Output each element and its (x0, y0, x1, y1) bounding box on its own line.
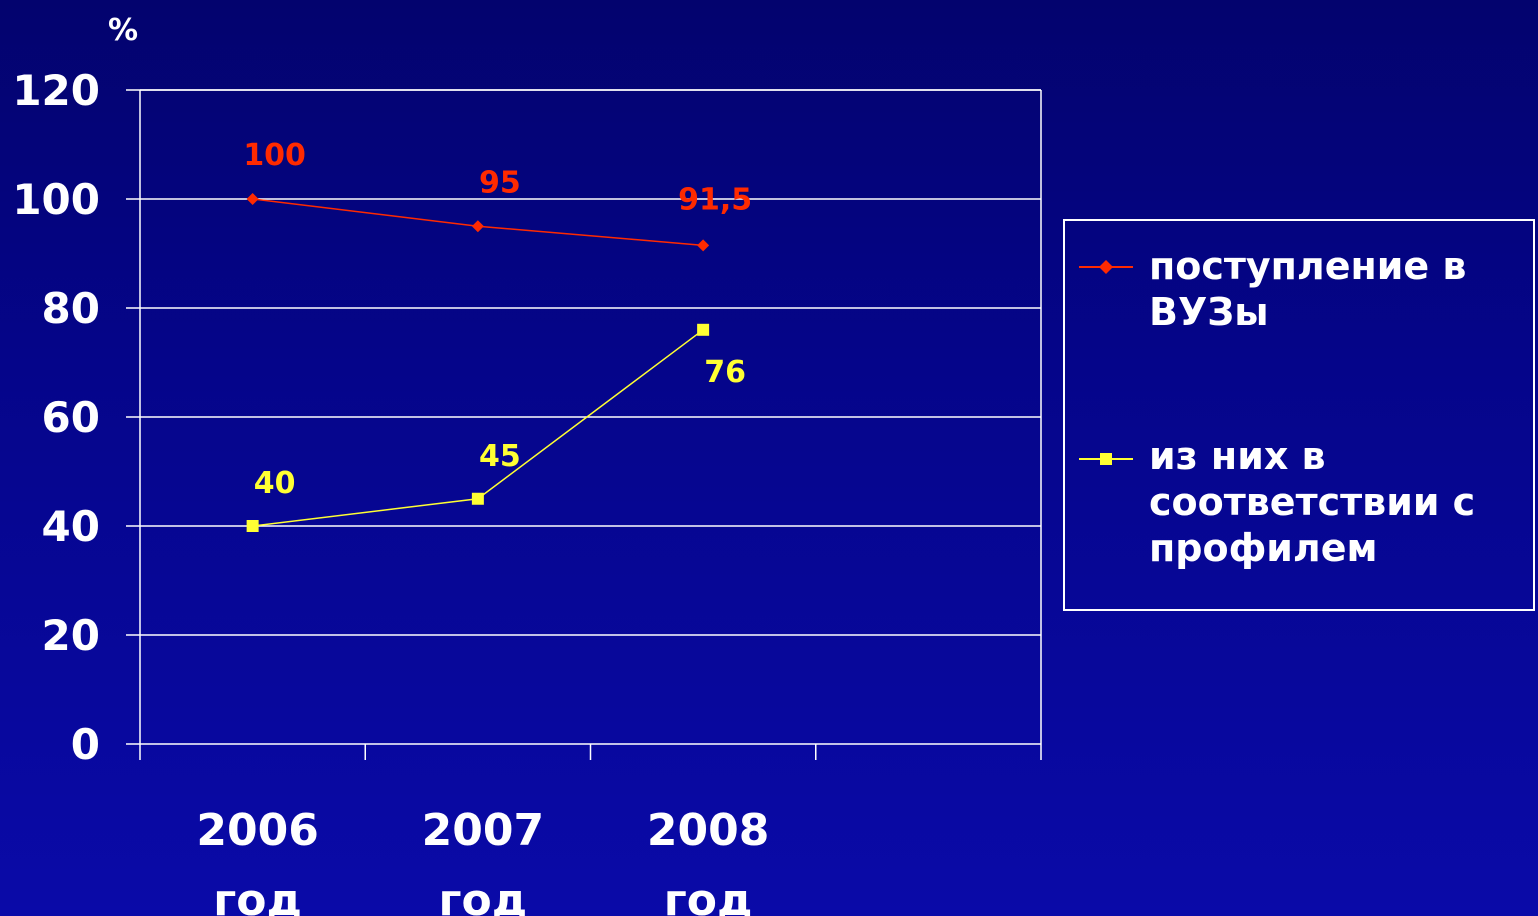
data-point-marker (246, 193, 259, 205)
y-tick-label: 60 (42, 393, 100, 442)
y-tick-label: 40 (42, 502, 100, 551)
data-point-marker (697, 323, 710, 336)
x-tick-label: 2007 (422, 805, 544, 856)
x-tick-label: год (438, 875, 527, 916)
diamond-icon (1099, 260, 1113, 274)
x-tick-label: 2006 (196, 805, 318, 856)
y-tick-label: 20 (42, 611, 100, 660)
legend-label-1: из них в соответствии с профилем (1149, 434, 1476, 570)
y-axis-label: % (108, 13, 138, 48)
data-labels: 100 95 91,5 40 45 76 (243, 138, 752, 501)
data-label: 40 (254, 466, 296, 501)
x-tick-label: 2008 (647, 805, 769, 856)
legend-label-0: поступление в ВУЗы (1149, 244, 1467, 334)
x-axis-ticks: 2006 год 2007 год 2008 год (139, 744, 1042, 916)
data-label: 95 (479, 165, 521, 200)
y-tick-label: 80 (42, 284, 100, 333)
legend: поступление в ВУЗы из них в соответствии… (1063, 219, 1535, 611)
y-axis-ticks: 0 20 40 60 80 100 120 (12, 66, 140, 769)
data-point-marker (246, 520, 259, 532)
series-lines (246, 193, 710, 532)
data-label: 100 (243, 138, 306, 173)
x-tick-label: год (664, 875, 753, 916)
data-point-marker (471, 220, 484, 233)
x-tick-label: год (213, 875, 302, 916)
y-tick-label: 100 (12, 175, 100, 224)
data-point-marker (471, 492, 484, 505)
y-tick-label: 120 (12, 66, 100, 115)
data-label: 91,5 (678, 182, 752, 217)
data-point-marker (697, 239, 710, 252)
y-tick-label: 0 (71, 720, 100, 769)
square-icon (1100, 453, 1112, 465)
data-label: 76 (704, 355, 746, 390)
data-label: 45 (479, 439, 521, 474)
